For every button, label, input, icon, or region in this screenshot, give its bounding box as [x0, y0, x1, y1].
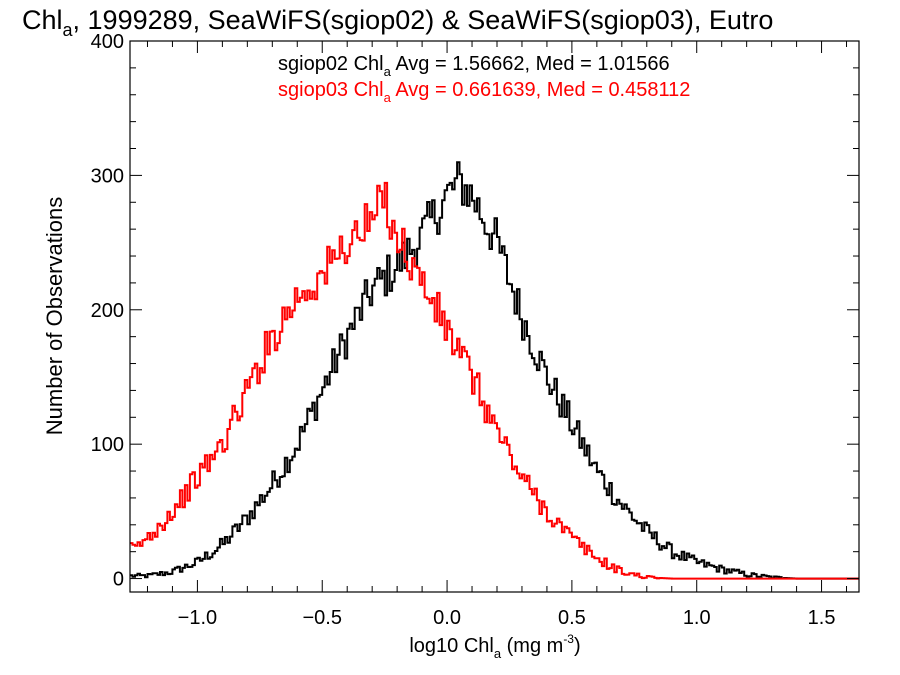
annotation-sgiop02-prefix: sgiop02 Chl	[278, 53, 384, 75]
x-label-mid: (mg m	[501, 635, 563, 657]
x-tick-label: −1.0	[178, 607, 217, 629]
x-label-prefix: log10 Chl	[409, 635, 494, 657]
y-axis-label: Number of Observations	[42, 197, 67, 435]
annotation-sgiop03-subscript: a	[384, 90, 392, 105]
series-annotation-sgiop02: sgiop02 Chla Avg = 1.56662, Med = 1.0156…	[278, 53, 670, 79]
series-layer	[130, 161, 859, 580]
y-tick-label: 200	[91, 300, 124, 322]
plot-frame	[129, 40, 860, 593]
x-tick-label: −0.5	[302, 607, 341, 629]
x-tick-label: 1.0	[683, 607, 711, 629]
x-tick-label: 0.5	[558, 607, 586, 629]
title-rest: , 1999289, SeaWiFS(sgiop02) & SeaWiFS(sg…	[73, 5, 774, 35]
series-line-sgiop03	[130, 181, 859, 580]
annotation-sgiop02-rest: Avg = 1.56662, Med = 1.01566	[391, 53, 670, 75]
x-tick-label: 1.5	[808, 607, 836, 629]
tick-layer: −1.0 −0.5 0.0 0.5 1.0 1.5 0 100 200 300 400	[91, 31, 859, 629]
x-label-superscript: -3	[563, 632, 574, 646]
annotation-sgiop03-prefix: sgiop03 Chl	[278, 79, 384, 101]
y-tick-label: 0	[113, 569, 124, 591]
title-prefix: Chl	[22, 5, 63, 35]
y-tick-label: 400	[91, 31, 124, 53]
x-axis-label: log10 Chla (mg m-3)	[409, 632, 580, 661]
title-subscript: a	[63, 20, 74, 40]
series-annotation-sgiop03: sgiop03 Chla Avg = 0.661639, Med = 0.458…	[278, 79, 690, 105]
y-tick-label: 300	[91, 165, 124, 187]
annotation-sgiop02-subscript: a	[384, 64, 392, 79]
x-label-suffix: )	[574, 635, 581, 657]
series-line-sgiop02	[130, 161, 859, 580]
chart-title: Chla, 1999289, SeaWiFS(sgiop02) & SeaWiF…	[22, 5, 773, 40]
x-tick-label: 0.0	[433, 607, 461, 629]
y-tick-label: 100	[91, 434, 124, 456]
x-label-subscript: a	[494, 646, 502, 661]
annotation-sgiop03-rest: Avg = 0.661639, Med = 0.458112	[391, 79, 691, 101]
